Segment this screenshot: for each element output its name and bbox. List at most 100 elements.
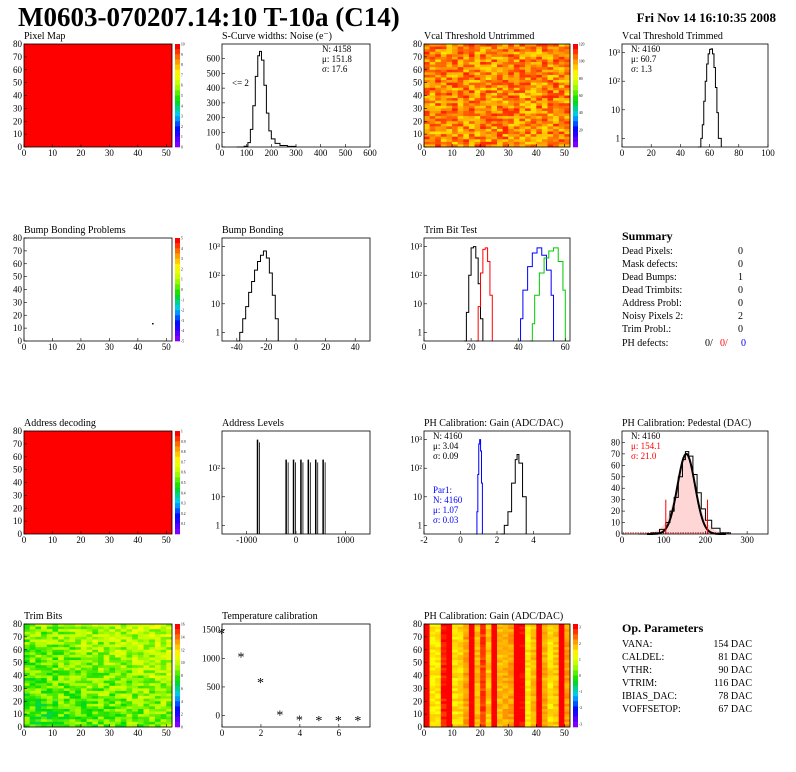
heatmap-cell [468, 629, 475, 633]
heatmap-cell [103, 703, 110, 707]
heatmap-cell [166, 636, 173, 640]
heatmap-cell [468, 706, 475, 710]
heatmap-cell [547, 626, 554, 630]
heatmap-cell [52, 685, 59, 689]
heatmap-cell [446, 80, 453, 83]
heatmap-cell [525, 108, 531, 112]
palette-swatch [175, 487, 180, 494]
heatmap-cell [558, 629, 565, 633]
heatmap-cell [435, 134, 442, 137]
heatmap-cell [530, 701, 537, 705]
heatmap-cell [452, 105, 458, 109]
heatmap-cell [558, 100, 565, 104]
heatmap-cell [92, 719, 99, 723]
heatmap-cell [424, 113, 430, 117]
heatmap-cell [564, 701, 571, 705]
heatmap-cell [52, 629, 59, 633]
heatmap-cell [160, 665, 167, 669]
heatmap-cell [86, 696, 93, 699]
heatmap-cell [491, 647, 498, 651]
heatmap-cell [474, 64, 481, 68]
heatmap-cell [474, 80, 481, 83]
heatmap-cell [553, 636, 560, 640]
heatmap-cell [149, 716, 156, 720]
heatmap-cell [508, 680, 515, 684]
heatmap-cell [452, 693, 458, 697]
y-tick-label: 10 [211, 492, 221, 502]
heatmap-cell [24, 688, 30, 692]
heatmap-cell [154, 657, 161, 661]
heatmap-cell [429, 64, 436, 68]
heatmap-cell [35, 634, 42, 638]
heatmap-cell [558, 56, 565, 60]
heatmap-cell [463, 56, 470, 60]
heatmap-cell [508, 46, 515, 50]
heatmap-cell [166, 678, 173, 681]
heatmap-cell [52, 642, 59, 645]
heatmap-cell [541, 634, 548, 638]
palette-swatch [573, 126, 578, 132]
heatmap-cell [446, 85, 453, 89]
heatmap-cell [513, 69, 520, 73]
heatmap-cell [502, 123, 509, 127]
heatmap-cell [452, 703, 458, 707]
heatmap-cell [41, 685, 48, 689]
heatmap-cell [166, 683, 173, 687]
heatmap-cell [424, 62, 430, 65]
heatmap-cell [429, 644, 436, 648]
heatmap-cell [558, 680, 565, 684]
heatmap-cell [463, 626, 470, 630]
heatmap-cell [143, 719, 150, 723]
heatmap-cell [541, 87, 548, 91]
heatmap-cell [485, 98, 492, 101]
heatmap-cell [149, 662, 156, 666]
heatmap-cell [440, 642, 447, 645]
heatmap-cell [541, 44, 548, 47]
heatmap-cell [115, 636, 122, 640]
heatmap-cell [115, 652, 122, 656]
heatmap-cell [547, 85, 554, 89]
heatmap-cell [525, 59, 531, 63]
heatmap-cell [69, 714, 76, 717]
heatmap-cell [525, 719, 531, 723]
heatmap-cell [502, 706, 509, 710]
heatmap-cell [480, 665, 487, 669]
heatmap-cell [502, 675, 509, 679]
heatmap-cell [424, 642, 430, 645]
heatmap-cell [435, 631, 442, 635]
stats-n: N: 4158 [322, 44, 352, 54]
heatmap-cell [58, 639, 65, 643]
heatmap-cell [109, 636, 116, 640]
y-tick-label: 600 [207, 54, 221, 64]
chart-ph-gain-map: PH Calibration: Gain (ADC/DAC)-3-2-10123… [413, 611, 582, 738]
heatmap-cell [137, 631, 144, 635]
heatmap-cell [564, 128, 571, 132]
heatmap-cell [519, 688, 526, 692]
heatmap-cell [519, 644, 526, 648]
chart-title: Bump Bonding Problems [24, 225, 126, 236]
heatmap-cell [29, 701, 36, 705]
heatmap-cell [508, 662, 515, 666]
heatmap-cell [463, 95, 470, 99]
heatmap-cell [474, 688, 481, 692]
heatmap-cell [424, 714, 430, 717]
heatmap-cell [480, 139, 487, 143]
heatmap-cell [149, 703, 156, 707]
heatmap-cell [468, 721, 475, 725]
heatmap-cell [41, 662, 48, 666]
heatmap-cell [41, 678, 48, 681]
heatmap-cell [166, 662, 173, 666]
heatmap-cell [446, 696, 453, 699]
heatmap-cell [440, 100, 447, 104]
heatmap-cell [446, 636, 453, 640]
heatmap-cell [519, 77, 526, 81]
palette-swatch [175, 100, 180, 107]
heatmap-cell [452, 652, 458, 656]
heatmap-cell [553, 662, 560, 666]
heatmap-cell [154, 624, 161, 627]
heatmap-cell [35, 670, 42, 674]
heatmap-cell [541, 98, 548, 101]
heatmap-cell [491, 634, 498, 638]
heatmap-cell [474, 652, 481, 656]
